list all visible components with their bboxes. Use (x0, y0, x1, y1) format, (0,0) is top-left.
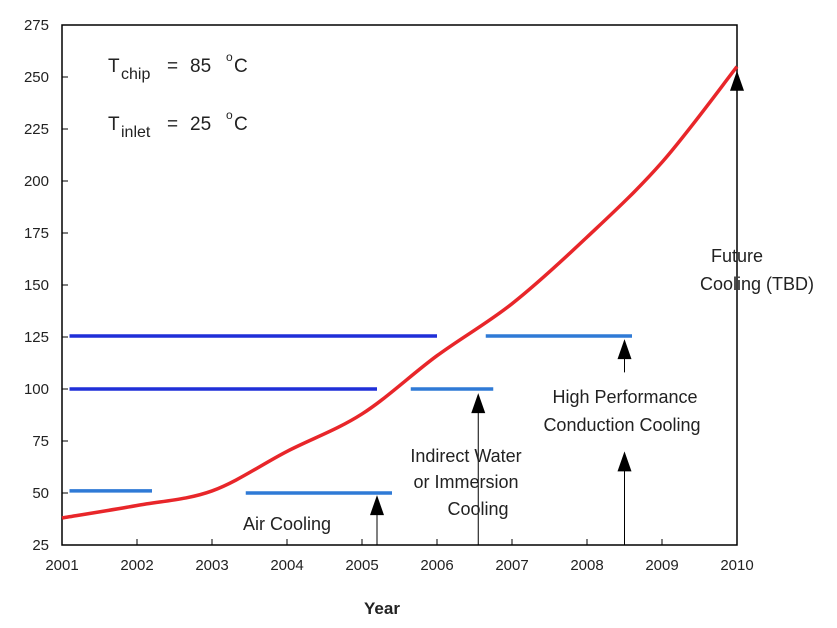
annotation-arrows (370, 70, 744, 545)
formula-chip-symbol: T (108, 56, 120, 77)
annotation-hpc-line1: High Performance (552, 387, 697, 407)
formula-chip-subscript: chip (121, 66, 150, 83)
formula-inlet-subscript: inlet (121, 124, 151, 141)
x-tick-label: 2006 (420, 557, 453, 574)
arrow-head (617, 339, 632, 360)
annotation-future-line2: Cooling (TBD) (700, 274, 814, 294)
x-tick-label: 2004 (270, 557, 303, 574)
power-curve (61, 65, 739, 520)
formula-chip-degree: o (226, 50, 233, 64)
formula-chip-equals: = (167, 56, 178, 77)
formula-inlet-unit: C (234, 114, 248, 135)
x-tick-label: 2001 (45, 557, 78, 574)
x-axis-title: Year (364, 599, 400, 618)
annotation-indirect-line1: Indirect Water (410, 446, 521, 466)
formula-inlet-value: 25 (190, 114, 211, 135)
formula-inlet-symbol: T (108, 114, 120, 135)
formula-t-chip: T chip = 85 o C (108, 50, 248, 83)
y-tick-label: 175 (24, 225, 49, 242)
formula-chip-unit: C (234, 56, 248, 77)
x-tick-label: 2009 (645, 557, 678, 574)
y-tick-label: 275 (24, 17, 49, 34)
y-tick-label: 25 (32, 537, 49, 554)
x-axis: 2001 2002 2003 2004 2005 2006 2007 2008 2009 2010 (45, 539, 754, 574)
series-line (61, 65, 739, 520)
y-axis: 25 50 75 100 125 150 175 200 225 250 275 (24, 17, 68, 554)
annotation-hpc-line2: Conduction Cooling (543, 415, 700, 435)
x-tick-label: 2007 (495, 557, 528, 574)
y-tick-label: 125 (24, 329, 49, 346)
x-tick-label: 2008 (570, 557, 603, 574)
arrow-head (617, 451, 632, 472)
formula-inlet-degree: o (226, 108, 233, 122)
cooling-range-lines (69, 334, 632, 495)
y-tick-label: 100 (24, 381, 49, 398)
annotation-indirect-line2: or Immersion (413, 472, 518, 492)
x-tick-label: 2005 (345, 557, 378, 574)
y-tick-label: 50 (32, 485, 49, 502)
plot-frame (61, 24, 738, 546)
arrow-head (730, 70, 744, 91)
y-tick-label: 200 (24, 173, 49, 190)
y-tick-label: 150 (24, 277, 49, 294)
annotation-air-cooling: Air Cooling (243, 514, 331, 534)
formula-t-inlet: T inlet = 25 o C (108, 108, 248, 141)
annotation-indirect-line3: Cooling (447, 499, 508, 519)
formula-chip-value: 85 (190, 56, 211, 77)
y-tick-label: 250 (24, 69, 49, 86)
arrow-head (370, 495, 384, 516)
x-tick-label: 2010 (720, 557, 753, 574)
y-tick-label: 225 (24, 121, 49, 138)
x-tick-label: 2002 (120, 557, 153, 574)
x-tick-label: 2003 (195, 557, 228, 574)
formula-inlet-equals: = (167, 114, 178, 135)
annotation-future-line1: Future (711, 246, 763, 266)
y-tick-label: 75 (32, 433, 49, 450)
arrow-head (471, 393, 486, 414)
